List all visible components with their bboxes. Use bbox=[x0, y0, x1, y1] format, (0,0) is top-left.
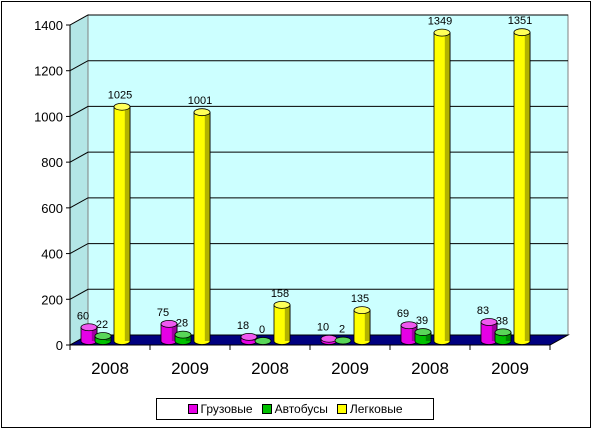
data-label: 83 bbox=[477, 305, 489, 317]
legend-item: Легковые bbox=[336, 402, 403, 416]
y-tick-label: 800 bbox=[41, 155, 63, 170]
plot-back-wall bbox=[69, 14, 569, 346]
data-label: 1351 bbox=[508, 15, 532, 27]
data-label: 60 bbox=[77, 310, 89, 322]
bar bbox=[414, 328, 432, 345]
y-tick-label: 200 bbox=[41, 292, 63, 307]
y-tick-label: 400 bbox=[41, 247, 63, 262]
bar bbox=[113, 102, 131, 345]
bar bbox=[320, 334, 338, 345]
bar bbox=[513, 28, 531, 345]
x-tick-label: 2008 bbox=[91, 359, 129, 378]
bars bbox=[80, 28, 531, 345]
gridline bbox=[69, 105, 568, 117]
legend: Грузовые Автобусы Легковые bbox=[156, 398, 434, 420]
x-axis: 2008 2009 2008 2009 2008 2009 bbox=[69, 344, 551, 378]
data-label: 158 bbox=[271, 288, 289, 300]
gridline bbox=[69, 151, 568, 163]
x-tick-label: 2009 bbox=[171, 359, 209, 378]
y-tick-label: 600 bbox=[41, 201, 63, 216]
gridline bbox=[69, 243, 568, 255]
gridline bbox=[69, 197, 568, 209]
data-label: 28 bbox=[176, 318, 188, 330]
bar bbox=[273, 300, 291, 345]
data-label: 10 bbox=[317, 322, 329, 334]
gridlines bbox=[69, 14, 568, 300]
data-label: 135 bbox=[351, 293, 369, 305]
bar bbox=[353, 306, 371, 345]
bar bbox=[160, 319, 178, 345]
data-labels: 60 22 1025 75 28 1001 18 0 158 10 2 135 69 39 1349 83 38… bbox=[77, 15, 532, 336]
data-label: 22 bbox=[96, 319, 108, 331]
x-tick-label: 2009 bbox=[491, 359, 529, 378]
y-tick-label: 1200 bbox=[34, 64, 63, 79]
y-tick-label: 1000 bbox=[34, 109, 63, 124]
x-tick-label: 2009 bbox=[331, 359, 369, 378]
bar bbox=[494, 328, 512, 345]
bar bbox=[254, 337, 272, 345]
gridline bbox=[69, 288, 568, 300]
data-label: 2 bbox=[339, 324, 345, 336]
y-tick-label: 1400 bbox=[34, 18, 63, 33]
bar bbox=[174, 330, 192, 345]
bar bbox=[193, 108, 211, 345]
legend-label: Автобусы bbox=[274, 402, 328, 416]
data-label: 39 bbox=[416, 315, 428, 327]
bar bbox=[433, 28, 451, 345]
data-label: 1025 bbox=[108, 90, 132, 102]
data-label: 69 bbox=[397, 308, 409, 320]
data-label: 1349 bbox=[428, 16, 452, 28]
bar bbox=[334, 336, 352, 345]
y-tick-label: 0 bbox=[56, 338, 63, 353]
legend-swatch bbox=[187, 404, 198, 414]
gridline bbox=[69, 14, 568, 26]
legend-swatch bbox=[336, 404, 347, 414]
data-label: 75 bbox=[157, 307, 169, 319]
data-label: 0 bbox=[259, 324, 265, 336]
legend-label: Легковые bbox=[349, 402, 403, 416]
y-axis: 0 200 400 600 800 1000 1200 1400 bbox=[34, 18, 71, 353]
data-label: 18 bbox=[237, 320, 249, 332]
legend-swatch bbox=[261, 404, 272, 414]
bar bbox=[240, 332, 258, 345]
legend-item: Грузовые bbox=[187, 402, 253, 416]
data-label: 1001 bbox=[188, 95, 212, 107]
gridline bbox=[69, 60, 568, 72]
x-tick-label: 2008 bbox=[411, 359, 449, 378]
bar bbox=[80, 323, 98, 345]
data-label: 38 bbox=[496, 315, 508, 327]
x-tick-label: 2008 bbox=[251, 359, 289, 378]
legend-label: Грузовые bbox=[200, 402, 253, 416]
legend-item: Автобусы bbox=[261, 402, 328, 416]
bar bbox=[94, 332, 112, 345]
